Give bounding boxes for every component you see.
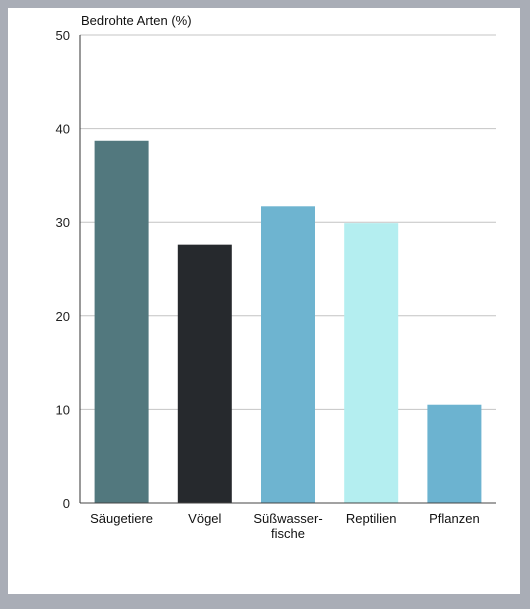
y-tick-label: 20 xyxy=(56,309,70,324)
y-axis-label: Bedrohte Arten (%) xyxy=(81,13,192,28)
x-tick-label: Süßwasser-fische xyxy=(253,511,322,541)
chart-frame: 0 10 20 30 40 50 Säugetiere Vögel Süßwasser-fisc… xyxy=(8,8,520,594)
y-tick-label: 10 xyxy=(56,402,70,417)
bars xyxy=(94,140,482,504)
y-tick-label: 30 xyxy=(56,215,70,230)
y-tick-label: 40 xyxy=(56,122,70,137)
x-tick-label: Pflanzen xyxy=(429,511,480,526)
bar xyxy=(261,206,315,503)
x-tick-label: Reptilien xyxy=(346,511,397,526)
bar-chart: 0 10 20 30 40 50 Säugetiere Vögel Süßwasser-fisc… xyxy=(56,13,496,541)
bar xyxy=(177,244,232,503)
y-tick-label: 0 xyxy=(63,496,70,511)
axes: 0 10 20 30 40 50 Säugetiere Vögel Süßwasser-fisc… xyxy=(56,28,496,541)
x-tick-label: Säugetiere xyxy=(90,511,153,526)
x-tick-label: Vögel xyxy=(188,511,221,526)
bar xyxy=(427,404,482,503)
bar xyxy=(344,223,399,504)
bar xyxy=(94,140,149,503)
y-tick-label: 50 xyxy=(56,28,70,43)
